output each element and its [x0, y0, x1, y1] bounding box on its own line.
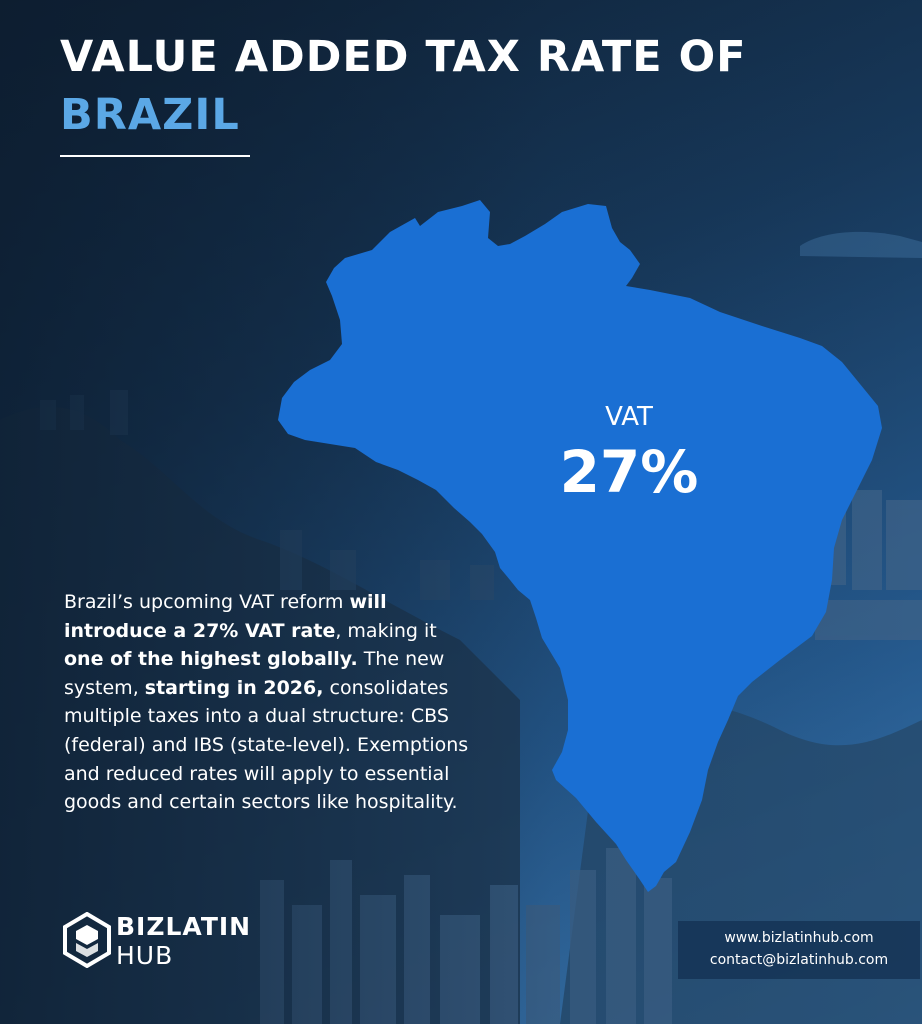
brazil-map	[278, 200, 882, 892]
desc-text-2: , making it	[335, 619, 437, 642]
bizlatinhub-logo: BIZLATIN HUB	[62, 910, 252, 974]
description-paragraph: Brazil’s upcoming VAT reform will introd…	[64, 588, 474, 817]
title-line-1: VALUE ADDED TAX RATE OF	[60, 32, 747, 82]
logo-word-2: HUB	[116, 941, 174, 970]
title-underline	[60, 155, 250, 157]
email-link[interactable]: contact@bizlatinhub.com	[709, 952, 889, 968]
bizlatinhub-logo-icon	[63, 912, 111, 968]
website-link[interactable]: www.bizlatinhub.com	[724, 930, 874, 946]
desc-bold-2: one of the highest globally.	[64, 648, 358, 671]
desc-text-1: Brazil’s upcoming VAT reform	[64, 591, 350, 613]
contact-box: www.bizlatinhub.com contact@bizlatinhub.…	[678, 921, 920, 979]
title-country: BRAZIL	[60, 90, 240, 140]
logo-word-1: BIZLATIN	[116, 912, 252, 941]
desc-text-3: The new system,	[64, 648, 445, 699]
vat-label: VAT	[605, 402, 653, 432]
page-title: VALUE ADDED TAX RATE OF BRAZIL	[60, 28, 747, 144]
desc-bold-3: starting in 2026,	[144, 676, 324, 699]
desc-bold-1: will introduce a 27% VAT rate	[64, 591, 387, 642]
desc-text-4: consolidates multiple taxes into a dual …	[64, 676, 469, 814]
vat-rate: 27%	[559, 438, 699, 506]
